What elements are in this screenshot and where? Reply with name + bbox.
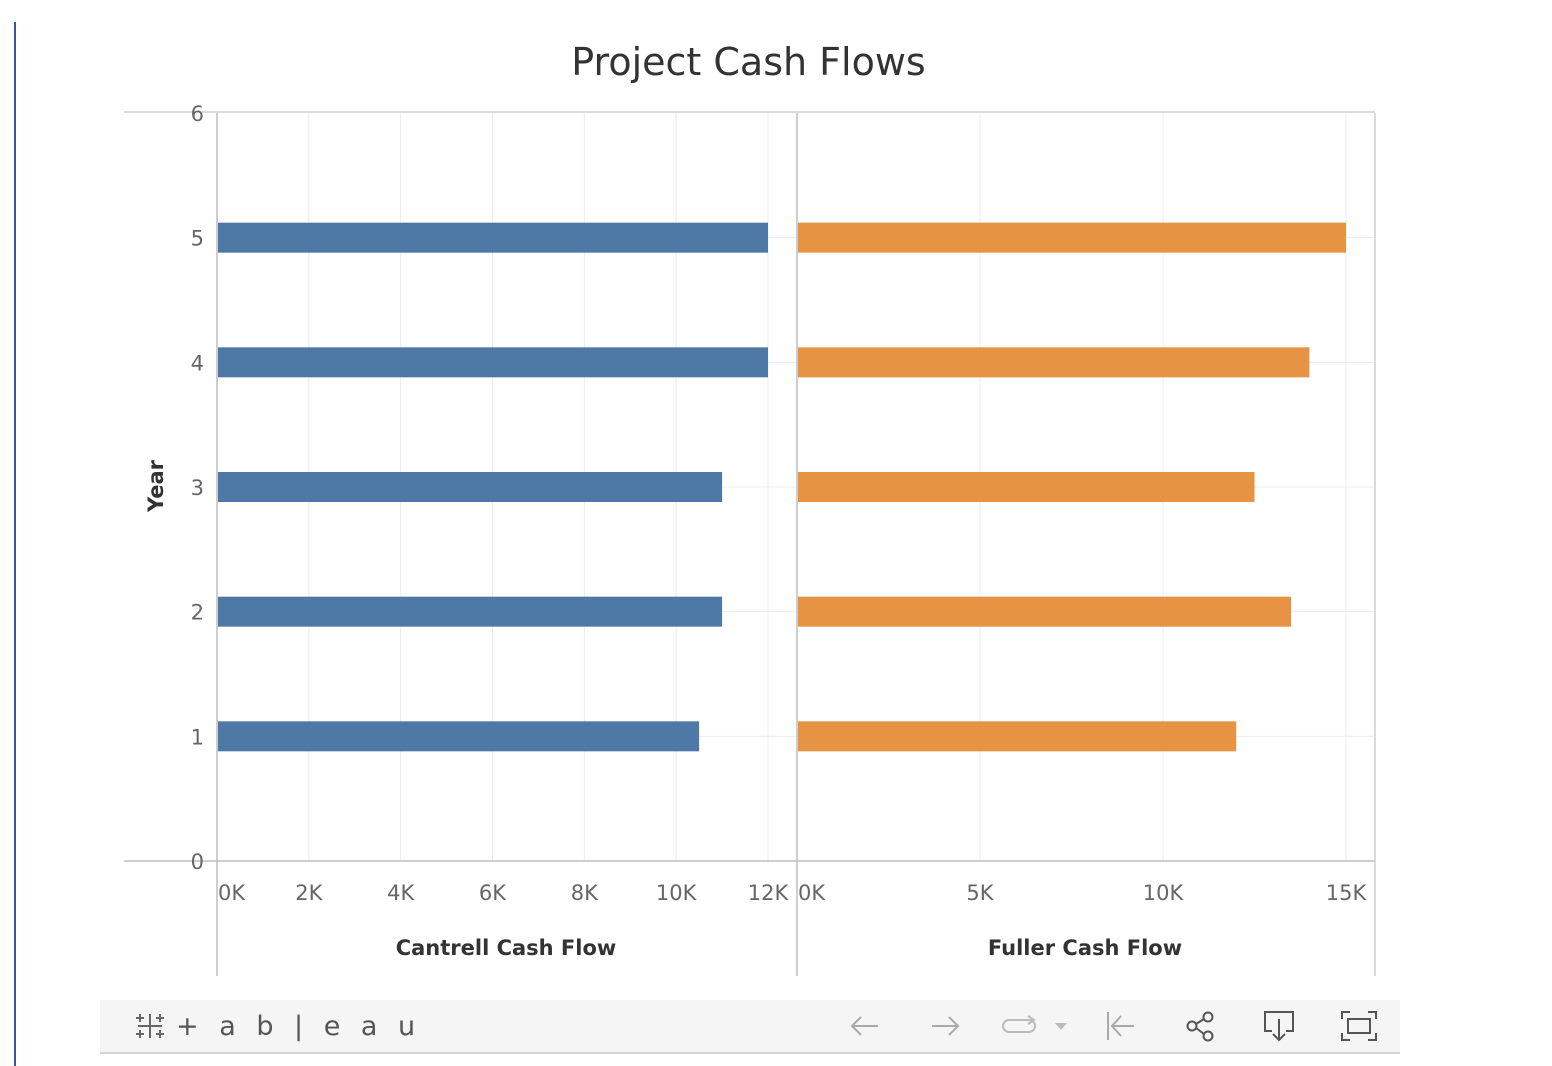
arrow-left-icon: [850, 1016, 878, 1036]
share-icon: [1186, 1011, 1214, 1042]
y-tick-label: 5: [191, 227, 204, 251]
x-tick-label: 2K: [295, 881, 323, 905]
y-axis-title: Year: [144, 459, 168, 513]
chart-title: Project Cash Flows: [571, 40, 926, 84]
bar-cantrell-year-2: [218, 596, 723, 627]
tableau-wordmark: + a b | e a u: [176, 1010, 422, 1042]
download-icon: [1264, 1011, 1294, 1042]
y-tick-label: 3: [191, 476, 204, 500]
arrow-right-icon: [932, 1016, 960, 1036]
x-tick-label: 4K: [387, 881, 415, 905]
x-tick-label: 6K: [479, 881, 507, 905]
fullscreen-button[interactable]: [1339, 1008, 1379, 1044]
chart-frame: [124, 111, 1376, 976]
revert-button[interactable]: [1100, 1008, 1140, 1044]
bar-cantrell-year-5: [218, 222, 768, 253]
x-tick-label: 10K: [1143, 881, 1185, 905]
undo-button[interactable]: [845, 1008, 885, 1044]
x-tick-label: 12K: [748, 881, 790, 905]
bar-fuller-year-1: [798, 721, 1237, 752]
y-tick-label: 1: [191, 725, 204, 749]
x-axis-title-cantrell: Cantrell Cash Flow: [396, 936, 617, 960]
share-button[interactable]: [1180, 1008, 1220, 1044]
bar-cantrell-year-4: [218, 347, 768, 378]
redo-button[interactable]: [925, 1008, 965, 1044]
bar-cantrell-year-3: [218, 472, 723, 502]
replay-button[interactable]: [995, 1008, 1075, 1044]
y-tick-label: 6: [191, 102, 204, 126]
bar-cantrell-year-1: [218, 721, 700, 752]
y-tick-label: 4: [191, 351, 204, 375]
bar-fuller-year-4: [798, 347, 1310, 378]
bars: [218, 222, 1346, 752]
bar-fuller-year-5: [798, 222, 1346, 253]
tableau-toolbar: + a b | e a u: [100, 1000, 1400, 1054]
bar-fuller-year-2: [798, 596, 1292, 627]
y-tick-label: 0: [191, 850, 204, 874]
x-axis-title-fuller: Fuller Cash Flow: [988, 936, 1182, 960]
bar-fuller-year-3: [798, 472, 1255, 502]
tableau-logo[interactable]: + a b | e a u: [132, 1010, 421, 1042]
y-tick-label: 2: [191, 601, 204, 625]
x-tick-label: 8K: [571, 881, 599, 905]
x-tick-label: 0K: [798, 881, 826, 905]
revert-icon: [1107, 1012, 1134, 1040]
chart-svg: 0K 2K 4K 6K 8K 10K 12K 0K 5K 10K 15K 0 1 2 3 4 5 6 Year C…: [124, 102, 1376, 976]
x-tick-label: 15K: [1326, 881, 1368, 905]
left-border-rule: [14, 22, 16, 1066]
tick-labels: 0K 2K 4K 6K 8K 10K 12K 0K 5K 10K 15K 0 1 2 3 4 5 6: [191, 102, 1368, 905]
x-tick-label: 5K: [966, 881, 994, 905]
tableau-cross-icon: [136, 1014, 164, 1038]
fullscreen-icon: [1341, 1011, 1377, 1041]
x-tick-label: 0K: [218, 881, 246, 905]
replay-icon: [1002, 1015, 1067, 1033]
x-tick-label: 10K: [656, 881, 698, 905]
download-button[interactable]: [1259, 1008, 1299, 1044]
